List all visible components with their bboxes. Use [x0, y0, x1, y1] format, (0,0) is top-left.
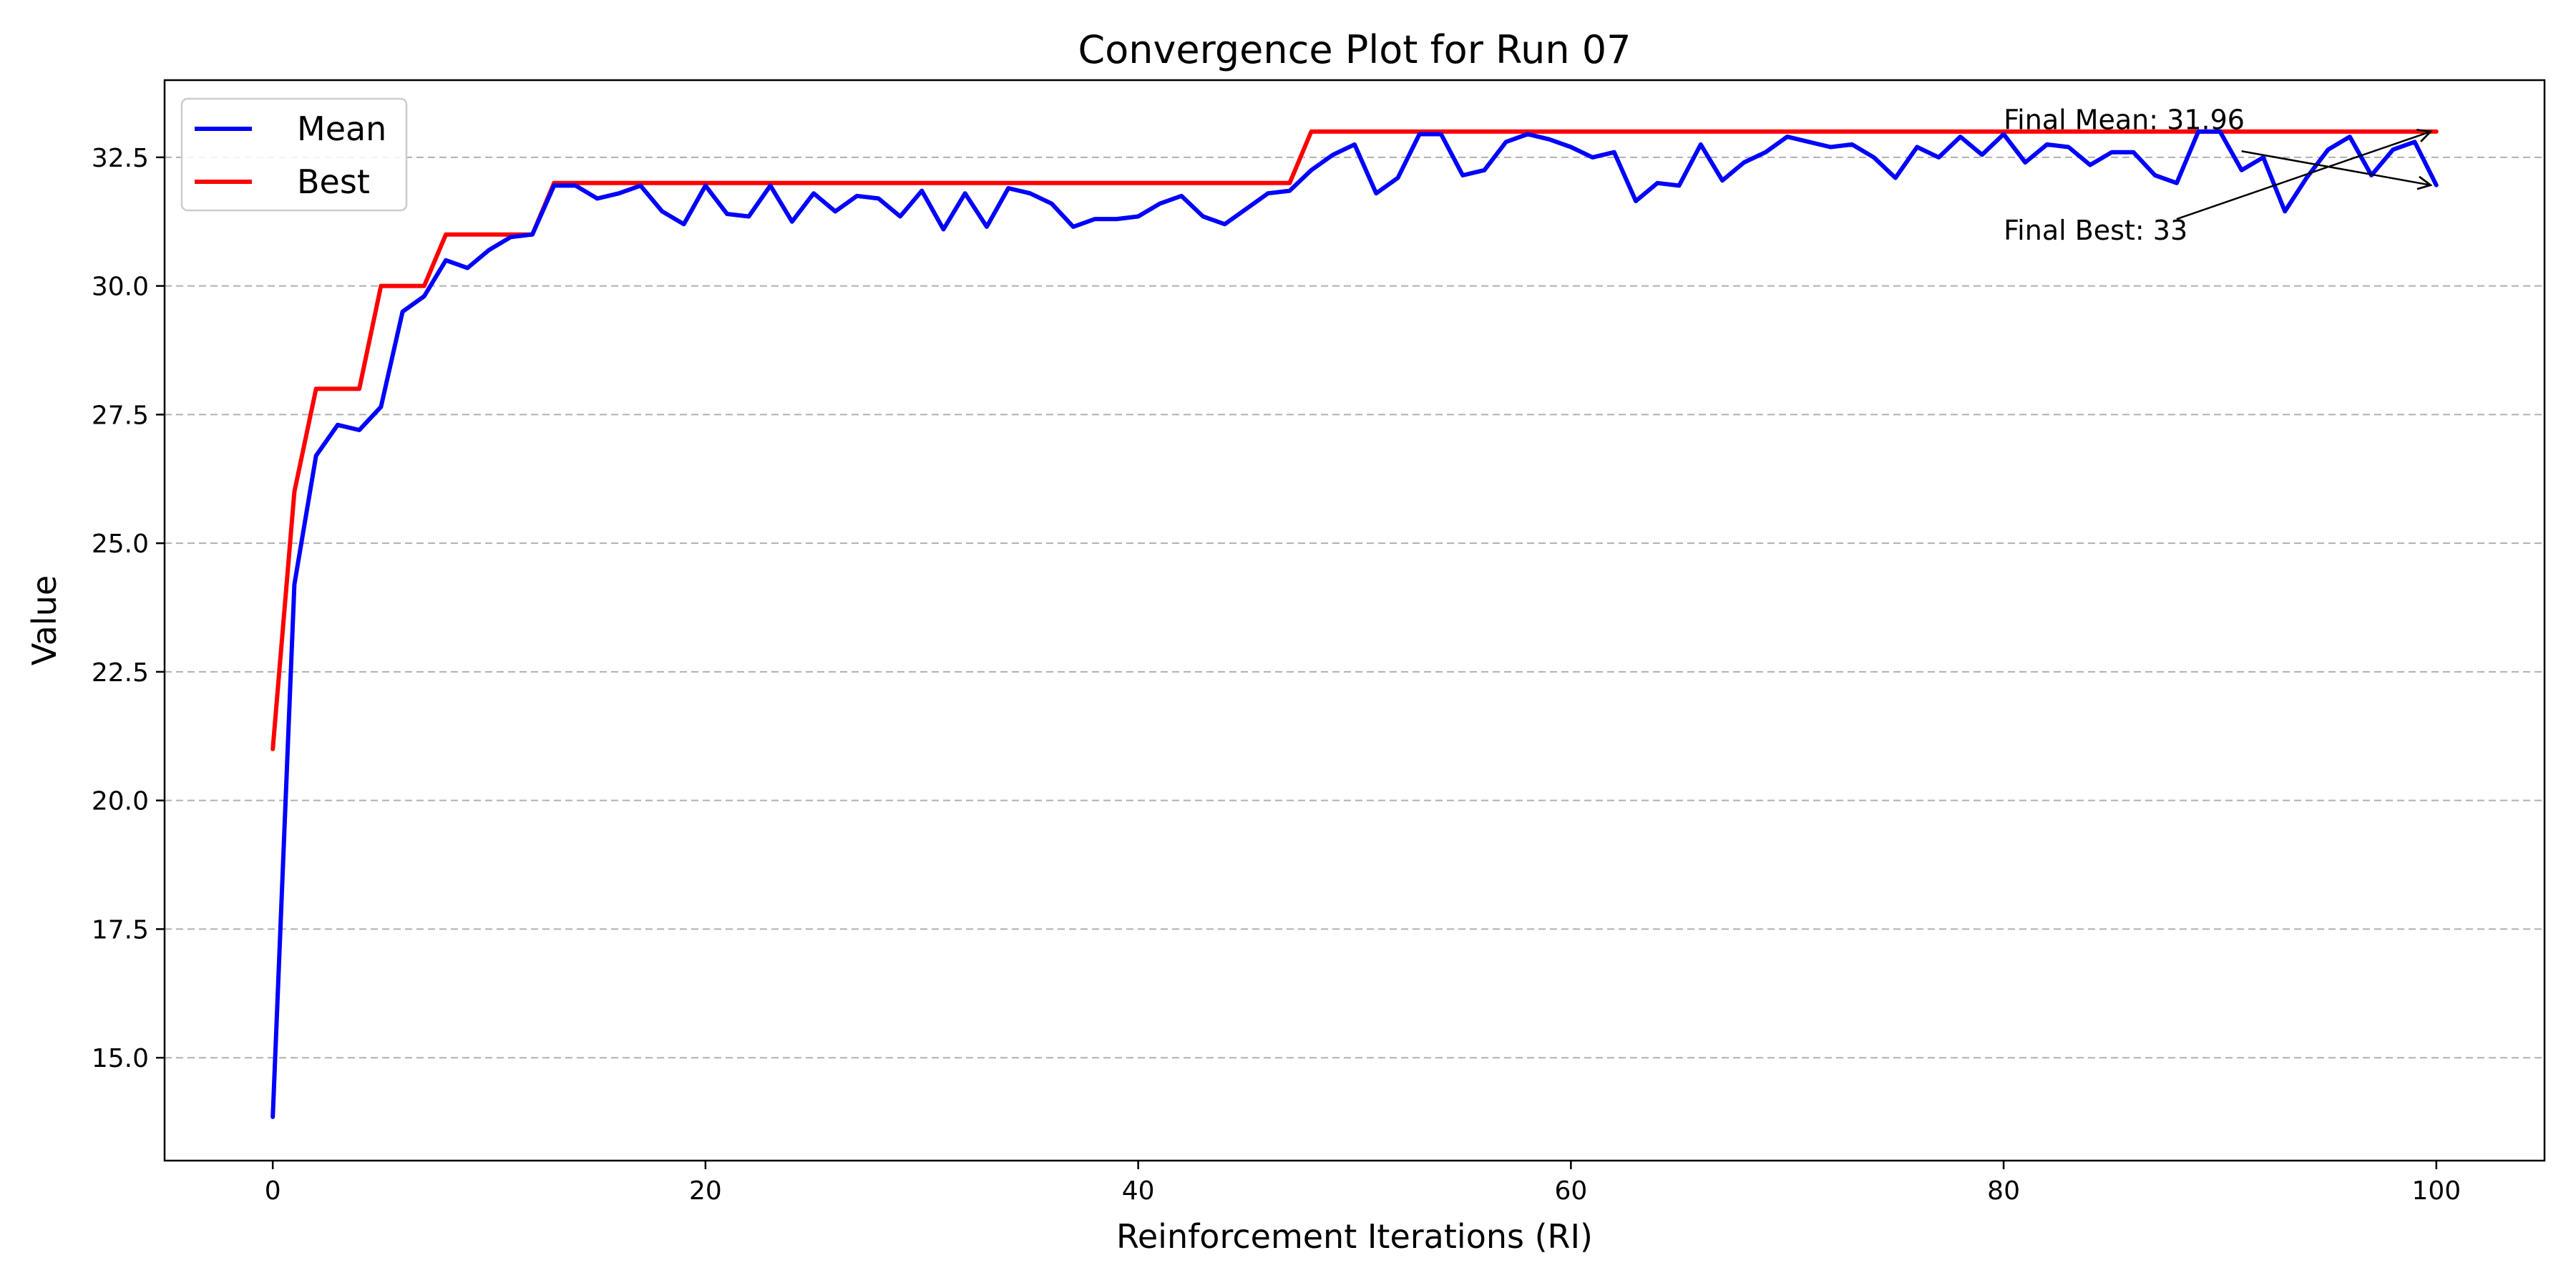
- legend-label-mean: Mean: [297, 109, 386, 148]
- y-tick-label: 15.0: [92, 1044, 149, 1073]
- x-axis-label: Reinforcement Iterations (RI): [1116, 1217, 1593, 1256]
- legend: Mean Best: [182, 99, 406, 210]
- x-tick-label: 60: [1554, 1176, 1587, 1206]
- x-tick-label: 40: [1122, 1176, 1155, 1206]
- y-tick-label: 22.5: [92, 658, 149, 688]
- chart-title: Convergence Plot for Run 07: [1078, 27, 1631, 72]
- annotation-final-mean: Final Mean: 31.96: [2004, 104, 2245, 135]
- grid-lines: [165, 157, 2545, 1058]
- y-tick-label: 17.5: [92, 915, 149, 945]
- annotations: Final Mean: 31.96 Final Best: 33: [2004, 104, 2431, 246]
- y-tick-label: 25.0: [92, 530, 149, 559]
- series-lines: [273, 132, 2436, 1117]
- y-tick-label: 20.0: [92, 787, 149, 816]
- series-line-mean: [273, 132, 2436, 1117]
- y-axis-label: Value: [25, 575, 64, 665]
- legend-label-best: Best: [297, 162, 370, 201]
- x-tick-label: 100: [2411, 1176, 2461, 1206]
- y-tick-label: 30.0: [92, 273, 149, 302]
- x-axis-ticks: 0 20 40 60 80 100: [265, 1161, 2461, 1206]
- annotation-arrow: [2177, 132, 2431, 219]
- x-tick-label: 0: [265, 1176, 281, 1206]
- annotation-arrow: [2242, 151, 2431, 185]
- y-axis-ticks: 15.0 17.5 20.0 22.5 25.0 27.5 30.0 32.5: [92, 144, 165, 1073]
- y-tick-label: 32.5: [92, 144, 149, 173]
- y-tick-label: 27.5: [92, 401, 149, 430]
- annotation-final-best: Final Best: 33: [2004, 215, 2187, 246]
- x-tick-label: 20: [689, 1176, 722, 1206]
- x-tick-label: 80: [1987, 1176, 2020, 1206]
